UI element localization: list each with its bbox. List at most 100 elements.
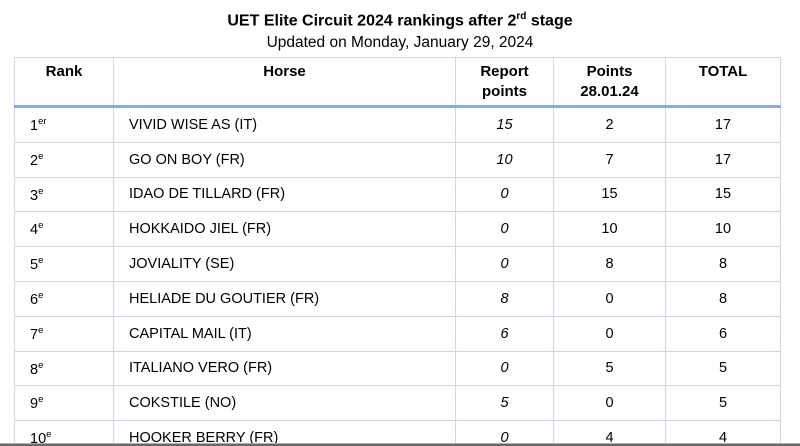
- report-points-cell: 0: [455, 176, 554, 213]
- table-row: 6e HELIADE DU GOUTIER (FR) 8 0 8: [14, 280, 781, 317]
- points-cell: 0: [553, 385, 666, 422]
- report-points-cell: 5: [455, 385, 554, 422]
- col-header-rank: Rank: [14, 57, 114, 108]
- table-header: Rank Horse Report points Points 28.01.24…: [14, 57, 781, 108]
- rank-cell: 9e: [14, 385, 114, 422]
- total-cell: 15: [665, 176, 781, 213]
- table-row: 8e ITALIANO VERO (FR) 0 5 5: [14, 350, 781, 387]
- page-title-text: UET Elite Circuit 2024 rankings after 2: [227, 12, 517, 30]
- table-row: 1er VIVID WISE AS (IT) 15 2 17: [14, 106, 781, 143]
- rank-number: 4: [30, 222, 39, 239]
- col-header-report-points: Report points: [455, 57, 554, 108]
- total-cell: 8: [665, 246, 781, 282]
- page-subtitle: Updated on Monday, January 29, 2024: [266, 34, 534, 52]
- rank-cell: 4e: [14, 211, 114, 248]
- rank-ordinal-suffix: e: [38, 255, 44, 267]
- header-row: Rank Horse Report points Points 28.01.24…: [14, 57, 781, 108]
- points-cell: 15: [553, 176, 666, 213]
- table-row: 5e JOVIALITY (SE) 0 8 8: [14, 246, 781, 282]
- rank-number: 2: [30, 152, 39, 169]
- horse-cell: GO ON BOY (FR): [113, 141, 456, 178]
- col-header-points-line1: Points: [586, 63, 633, 80]
- rank-ordinal-suffix: e: [38, 324, 44, 336]
- horse-cell: HOOKER BERRY (FR): [113, 420, 456, 446]
- rank-number: 9: [30, 396, 39, 413]
- table-row: 4e HOKKAIDO JIEL (FR) 0 10 10: [14, 211, 781, 248]
- total-cell: 17: [665, 106, 781, 143]
- rank-cell: 6e: [14, 280, 114, 317]
- horse-cell: COKSTILE (NO): [113, 385, 456, 422]
- total-cell: 8: [665, 280, 781, 317]
- report-points-cell: 0: [455, 211, 554, 248]
- horse-cell: VIVID WISE AS (IT): [113, 106, 456, 143]
- rank-cell: 8e: [14, 350, 114, 387]
- rankings-table: Rank Horse Report points Points 28.01.24…: [14, 57, 781, 446]
- col-header-points-line2: 28.01.24: [580, 83, 639, 100]
- rank-cell: 1er: [14, 106, 114, 143]
- horse-cell: ITALIANO VERO (FR): [113, 350, 456, 387]
- points-cell: 7: [553, 141, 666, 178]
- table-row: 9e COKSTILE (NO) 5 0 5: [14, 385, 781, 422]
- points-cell: 10: [553, 211, 666, 248]
- col-header-total: TOTAL: [665, 57, 781, 108]
- rank-ordinal-suffix: er: [38, 115, 47, 127]
- table-row: 7e CAPITAL MAIL (IT) 6 0 6: [14, 315, 781, 352]
- col-header-report-points-line2: points: [482, 83, 527, 100]
- rank-ordinal-suffix: e: [46, 429, 52, 441]
- rank-ordinal-suffix: e: [38, 185, 44, 197]
- points-cell: 2: [553, 106, 666, 143]
- total-cell: 6: [665, 315, 781, 352]
- page-title-text-end: stage: [526, 12, 573, 30]
- rank-cell: 5e: [14, 246, 114, 282]
- col-header-horse: Horse: [113, 57, 456, 108]
- horse-cell: HELIADE DU GOUTIER (FR): [113, 280, 456, 317]
- rank-ordinal-suffix: e: [38, 220, 44, 232]
- horse-cell: CAPITAL MAIL (IT): [113, 315, 456, 352]
- total-cell: 10: [665, 211, 781, 248]
- window-bottom-edge: [0, 443, 800, 446]
- rank-ordinal-suffix: e: [38, 289, 44, 301]
- report-points-cell: 6: [455, 315, 554, 352]
- table-row: 2e GO ON BOY (FR) 10 7 17: [14, 141, 781, 178]
- rank-number: 1: [30, 117, 39, 134]
- table-row: 3e IDAO DE TILLARD (FR) 0 15 15: [14, 176, 781, 213]
- title-block: UET Elite Circuit 2024 rankings after 2r…: [0, 0, 800, 53]
- horse-cell: IDAO DE TILLARD (FR): [113, 176, 456, 213]
- rank-cell: 3e: [14, 176, 114, 213]
- horse-cell: HOKKAIDO JIEL (FR): [113, 211, 456, 248]
- report-points-cell: 0: [455, 246, 554, 282]
- page-title-superscript: rd: [516, 11, 527, 22]
- rank-number: 6: [30, 291, 39, 308]
- report-points-cell: 0: [455, 350, 554, 387]
- rank-number: 7: [30, 326, 39, 343]
- rank-cell: 7e: [14, 315, 114, 352]
- table-row: 10e HOOKER BERRY (FR) 0 4 4: [14, 420, 781, 446]
- total-cell: 5: [665, 350, 781, 387]
- rank-ordinal-suffix: e: [38, 359, 44, 371]
- rank-ordinal-suffix: e: [38, 150, 44, 162]
- report-points-cell: 15: [455, 106, 554, 143]
- report-points-cell: 8: [455, 280, 554, 317]
- rank-cell: 10e: [14, 420, 114, 446]
- rank-number: 3: [30, 187, 39, 204]
- col-header-report-points-line1: Report: [480, 63, 529, 80]
- points-cell: 8: [553, 246, 666, 282]
- rank-cell: 2e: [14, 141, 114, 178]
- col-header-points-date: Points 28.01.24: [553, 57, 666, 108]
- report-points-cell: 10: [455, 141, 554, 178]
- points-cell: 0: [553, 280, 666, 317]
- total-cell: 5: [665, 385, 781, 422]
- page-title: UET Elite Circuit 2024 rankings after 2r…: [0, 7, 800, 30]
- rank-number: 5: [30, 257, 39, 273]
- points-cell: 5: [553, 350, 666, 387]
- table-body: 1er VIVID WISE AS (IT) 15 2 17 2e GO ON …: [14, 106, 781, 446]
- rank-number: 10: [30, 430, 47, 446]
- points-cell: 0: [553, 315, 666, 352]
- rank-ordinal-suffix: e: [38, 394, 44, 406]
- report-points-cell: 0: [455, 420, 554, 446]
- total-cell: 4: [665, 420, 781, 446]
- total-cell: 17: [665, 141, 781, 178]
- rank-number: 8: [30, 361, 39, 378]
- horse-cell: JOVIALITY (SE): [113, 246, 456, 282]
